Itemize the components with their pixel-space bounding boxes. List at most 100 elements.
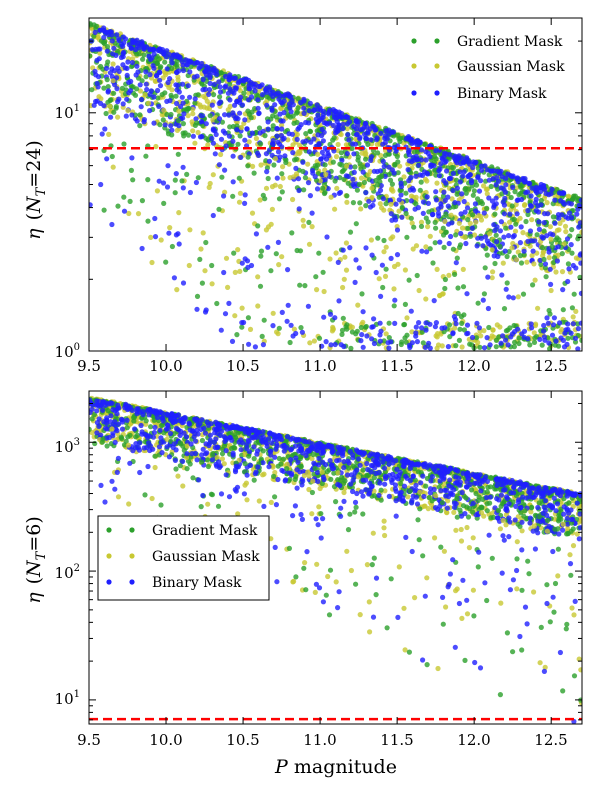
top-point-gaussian-mask	[413, 194, 419, 200]
top-point-gaussian-mask	[515, 294, 521, 300]
top-point-binary-mask	[147, 91, 153, 97]
top-point-binary-mask	[143, 81, 149, 87]
top-point-gaussian-mask	[506, 219, 513, 225]
top-point-gradient-mask	[162, 90, 168, 96]
top-point-gradient-mask	[355, 157, 361, 163]
top-point-binary-mask	[448, 175, 454, 181]
top-point-binary-mask	[461, 169, 467, 175]
top-point-binary-mask	[548, 191, 554, 197]
top-point-gradient-mask	[403, 190, 409, 196]
top-point-gradient-mask	[468, 233, 474, 239]
top-point-gaussian-mask	[395, 261, 401, 267]
top-point-gradient-mask	[391, 303, 397, 309]
top-point-binary-mask	[449, 220, 455, 226]
top-point-binary-mask	[92, 29, 98, 35]
top-point-binary-mask	[542, 261, 549, 267]
top-point-gaussian-mask	[294, 132, 300, 138]
top-point-binary-mask	[218, 136, 225, 142]
top-point-binary-mask	[419, 172, 426, 178]
top-point-binary-mask	[162, 122, 168, 128]
top-point-binary-mask	[168, 123, 174, 129]
top-point-binary-mask	[385, 340, 391, 346]
top-point-binary-mask	[199, 119, 205, 125]
top-point-binary-mask	[319, 149, 325, 155]
top-point-gaussian-mask	[446, 272, 452, 278]
top-point-binary-mask	[433, 189, 439, 195]
top-point-binary-mask	[111, 45, 117, 51]
top-point-gradient-mask	[373, 177, 379, 184]
top-point-gaussian-mask	[529, 217, 535, 223]
top-point-gaussian-mask	[232, 313, 238, 319]
top-point-binary-mask	[246, 83, 252, 89]
top-point-binary-mask	[270, 141, 276, 147]
top-point-binary-mask	[101, 28, 107, 34]
top-point-binary-mask	[364, 162, 371, 168]
top-point-gradient-mask	[209, 262, 215, 269]
top-point-gradient-mask	[450, 246, 456, 252]
top-point-gradient-mask	[447, 322, 453, 328]
top-point-gradient-mask	[290, 113, 296, 119]
top-point-binary-mask	[392, 297, 398, 303]
top-point-binary-mask	[315, 132, 321, 138]
top-point-binary-mask	[420, 199, 427, 205]
top-point-binary-mask	[301, 105, 307, 111]
top-point-gradient-mask	[457, 244, 463, 250]
top-point-binary-mask	[450, 170, 456, 177]
top-point-gaussian-mask	[532, 322, 539, 329]
top-point-gradient-mask	[339, 327, 346, 333]
top-point-binary-mask	[464, 155, 470, 161]
top-point-binary-mask	[545, 211, 551, 217]
top-point-binary-mask	[125, 59, 131, 65]
top-point-gaussian-mask	[95, 33, 101, 39]
top-point-gaussian-mask	[353, 136, 359, 142]
top-point-binary-mask	[566, 266, 572, 272]
top-point-gradient-mask	[340, 315, 346, 321]
top-point-binary-mask	[118, 54, 124, 61]
top-point-gaussian-mask	[238, 125, 244, 131]
top-point-gradient-mask	[115, 48, 121, 54]
top-point-binary-mask	[455, 154, 461, 161]
top-point-binary-mask	[521, 248, 527, 254]
top-point-binary-mask	[120, 101, 126, 107]
top-point-gradient-mask	[302, 283, 308, 289]
top-point-gaussian-mask	[402, 267, 408, 273]
top-point-gradient-mask	[100, 39, 107, 46]
top-point-gradient-mask	[203, 135, 209, 141]
top-point-binary-mask	[285, 267, 291, 273]
top-point-binary-mask	[348, 164, 354, 170]
top-point-binary-mask	[497, 170, 503, 176]
top-point-gradient-mask	[546, 307, 552, 314]
top-point-binary-mask	[418, 147, 424, 153]
top-point-gradient-mask	[180, 121, 186, 127]
top-point-binary-mask	[163, 54, 169, 60]
top-point-binary-mask	[565, 278, 571, 285]
top-point-binary-mask	[509, 331, 516, 337]
top-point-gaussian-mask	[195, 129, 201, 136]
top-point-binary-mask	[527, 228, 534, 234]
top-point-gradient-mask	[463, 190, 469, 196]
top-point-binary-mask	[277, 154, 283, 160]
top-point-gradient-mask	[115, 203, 121, 209]
top-point-binary-mask	[217, 84, 223, 90]
top-point-binary-mask	[386, 345, 392, 351]
top-point-gaussian-mask	[409, 329, 415, 335]
top-point-binary-mask	[364, 333, 370, 339]
top-point-gaussian-mask	[277, 183, 283, 190]
top-point-binary-mask	[370, 202, 376, 208]
bottom-point-gradient-mask	[346, 465, 352, 471]
top-point-binary-mask	[343, 114, 349, 120]
top-point-binary-mask	[347, 119, 353, 125]
top-point-gaussian-mask	[237, 268, 243, 274]
top-point-gradient-mask	[320, 185, 326, 191]
top-point-binary-mask	[550, 322, 557, 328]
top-point-binary-mask	[371, 316, 377, 322]
top-point-gradient-mask	[111, 109, 117, 115]
top-point-gaussian-mask	[358, 175, 365, 181]
top-point-gaussian-mask	[148, 234, 154, 240]
top-point-binary-mask	[350, 176, 356, 182]
top-point-binary-mask	[102, 126, 108, 132]
top-point-binary-mask	[230, 153, 236, 159]
top-point-binary-mask	[578, 197, 582, 203]
top-point-binary-mask	[179, 94, 185, 100]
top-point-binary-mask	[436, 213, 442, 219]
